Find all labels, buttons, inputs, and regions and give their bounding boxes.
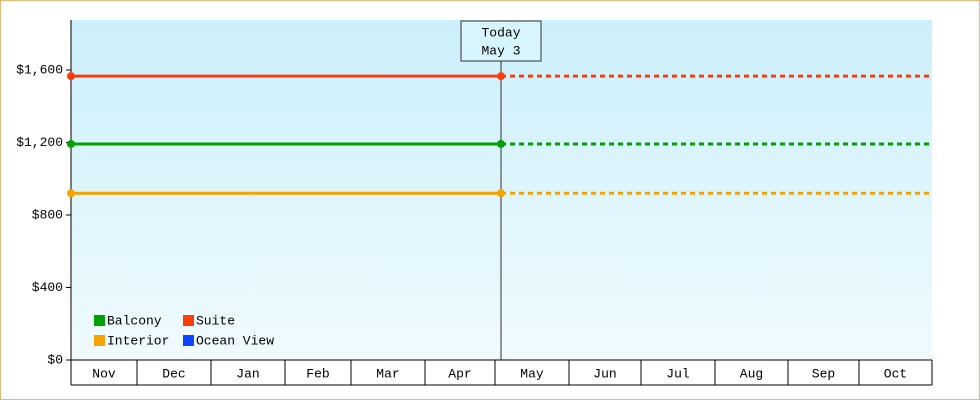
x-tick-label: Jan	[236, 366, 259, 381]
x-tick-label: Mar	[376, 366, 399, 381]
y-tick-label: $1,200	[16, 135, 63, 150]
y-tick-label: $1,600	[16, 62, 63, 77]
today-box	[460, 20, 542, 62]
x-tick-label: May	[520, 366, 544, 381]
x-tick-label: Aug	[740, 366, 763, 381]
y-tick-label: $800	[32, 207, 63, 222]
x-tick-label: Apr	[448, 366, 471, 381]
y-tick-label: $400	[32, 280, 63, 295]
point	[497, 72, 505, 81]
legend-label: Balcony	[107, 313, 162, 328]
x-tick-label: Jul	[666, 366, 690, 381]
legend-label: Suite	[196, 313, 235, 328]
x-tick-label: Dec	[162, 366, 185, 381]
legend-label: Ocean View	[196, 333, 274, 348]
point	[497, 139, 505, 148]
legend-swatch	[94, 315, 105, 326]
legend-swatch	[183, 335, 194, 346]
legend-swatch	[183, 315, 194, 326]
x-tick-label: Jun	[593, 366, 616, 381]
today-title: Today	[481, 25, 520, 40]
legend-swatch	[94, 335, 105, 346]
point	[497, 189, 505, 198]
point	[67, 139, 75, 148]
x-tick-label: Sep	[812, 366, 835, 381]
legend-label: Interior	[107, 333, 169, 348]
x-tick-label: Nov	[92, 366, 116, 381]
x-tick-label: Feb	[306, 366, 329, 381]
point	[67, 72, 75, 81]
y-tick-label: $0	[47, 352, 63, 367]
x-tick-label: Oct	[884, 366, 907, 381]
point	[67, 189, 75, 198]
today-date: May 3	[481, 43, 520, 58]
